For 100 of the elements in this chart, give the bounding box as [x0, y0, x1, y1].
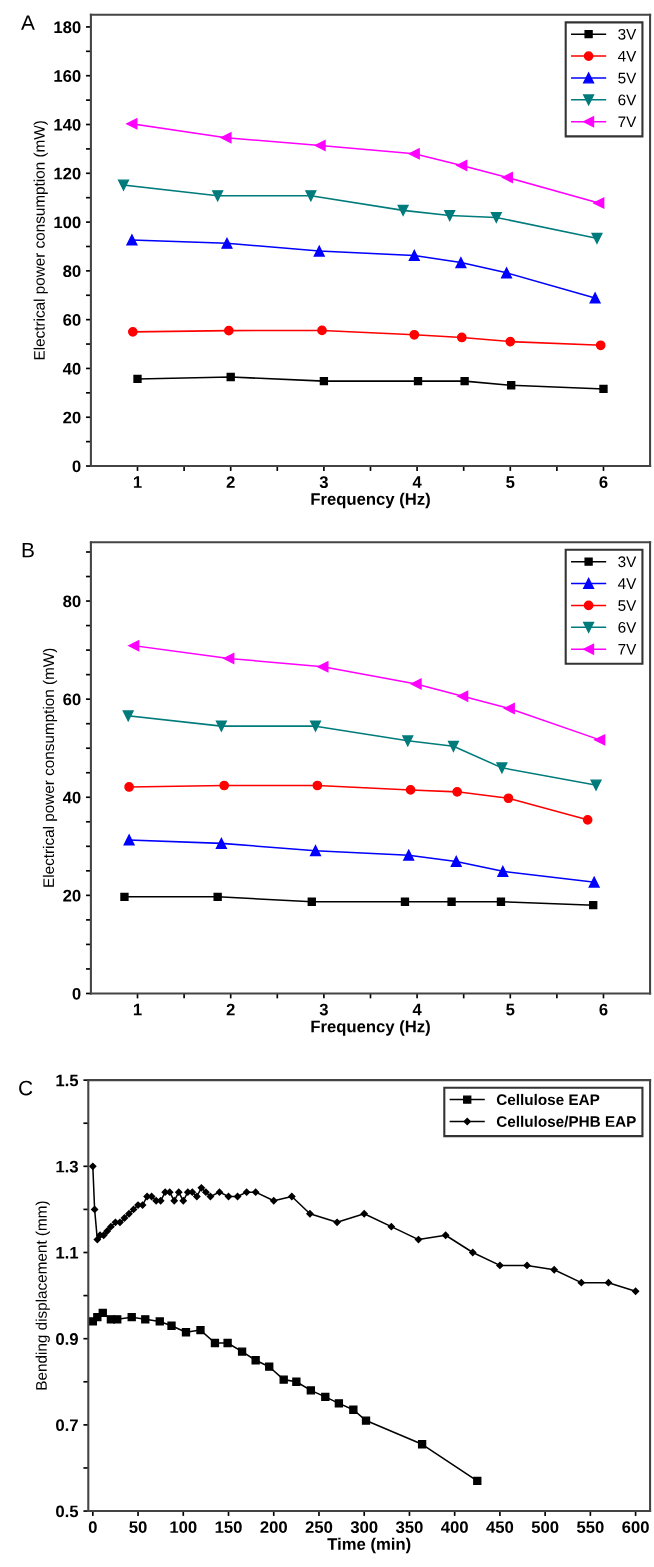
y-tick-label: 80 [63, 595, 81, 608]
point [410, 678, 422, 690]
point [317, 325, 327, 336]
y-tick-label: 100 [54, 216, 81, 229]
x-axis-title: Frequency (Hz) [311, 1020, 430, 1036]
x-tick-label: 550 [576, 1521, 604, 1534]
point [129, 1205, 138, 1214]
point [444, 209, 456, 222]
y-tick-label: 0 [72, 987, 81, 1000]
x-tick-label: 1 [133, 1003, 142, 1016]
point [98, 1308, 107, 1318]
y-tick-label: 120 [54, 167, 81, 180]
point [447, 740, 459, 752]
point [220, 132, 232, 144]
point [126, 118, 138, 130]
x-tick-label: 1 [133, 476, 142, 488]
point [206, 1192, 215, 1201]
y-tick-label: 80 [63, 265, 81, 278]
y-axis-title: Electrical power consumption (mW) [33, 121, 48, 360]
point [450, 855, 462, 868]
point [128, 640, 140, 652]
legend-label: 4V [617, 50, 637, 62]
point [120, 1214, 129, 1222]
y-tick-label: 1.5 [56, 1074, 79, 1087]
point [279, 1375, 288, 1384]
point [321, 1392, 330, 1402]
legend-label: 3V [618, 556, 637, 568]
x-tick-label: 6 [599, 476, 608, 488]
x-tick-label: 2 [226, 476, 235, 488]
point [265, 1362, 274, 1371]
point [306, 1210, 314, 1218]
point [127, 326, 138, 337]
legend-label: Cellulose/PHB EAP [496, 1115, 636, 1128]
point [306, 1386, 316, 1395]
y-tick-label: 60 [63, 314, 81, 326]
x-tick-label: 4 [412, 476, 422, 488]
point [387, 1223, 395, 1231]
point [181, 1328, 191, 1337]
point [223, 325, 234, 336]
point [196, 1325, 205, 1335]
point [210, 1338, 220, 1348]
point [270, 1197, 278, 1205]
point [123, 834, 135, 846]
point [349, 1405, 358, 1414]
point [417, 1440, 427, 1449]
y-tick-label: 0.9 [56, 1333, 78, 1345]
point [469, 1248, 477, 1257]
point [314, 139, 326, 152]
point [408, 148, 420, 160]
point [251, 1356, 260, 1365]
y-tick-label: 0.5 [56, 1505, 79, 1518]
point [441, 1231, 450, 1239]
point [577, 1279, 585, 1287]
point [405, 785, 416, 795]
point [505, 336, 516, 347]
point [397, 204, 409, 216]
y-axis-title: Electrical power consumption (mW) [42, 648, 58, 887]
text: A [21, 15, 35, 30]
point [503, 702, 515, 715]
x-tick-label: 100 [170, 1521, 197, 1534]
point [631, 1287, 640, 1295]
point [141, 1315, 150, 1324]
point [305, 190, 317, 202]
point [593, 197, 605, 209]
y-tick-label: 1.1 [56, 1247, 79, 1259]
point [179, 1197, 187, 1205]
x-axis-title: Frequency (Hz) [311, 492, 430, 509]
y-tick-label: 20 [63, 889, 81, 902]
point [312, 780, 323, 791]
point [447, 897, 456, 906]
text: B [22, 542, 34, 558]
point [252, 1188, 260, 1196]
x-tick-label: 400 [441, 1521, 468, 1534]
point [501, 171, 514, 183]
point [550, 1266, 558, 1274]
y-tick-label: 1.3 [56, 1160, 78, 1173]
point [292, 1377, 301, 1386]
point [125, 1210, 133, 1218]
point [197, 1184, 206, 1192]
y-tick-label: 40 [62, 791, 81, 804]
legend-label: 6V [618, 94, 637, 106]
point [457, 690, 469, 702]
point [117, 179, 130, 191]
x-tick-label: 5 [506, 476, 515, 488]
point [604, 1279, 613, 1287]
point [122, 710, 134, 722]
point [90, 1205, 99, 1214]
y-tick-label: 20 [63, 411, 81, 424]
point [167, 1321, 176, 1330]
y-tick-label: 180 [54, 21, 81, 34]
point [223, 1338, 232, 1348]
point [408, 249, 420, 262]
point [599, 384, 608, 394]
point [319, 376, 329, 386]
point [503, 793, 514, 804]
y-tick-label: 0 [72, 460, 81, 473]
point [93, 1235, 101, 1244]
point [107, 1223, 115, 1231]
x-tick-label: 3 [319, 1003, 328, 1016]
y-axis-title: Bending displacement (mm) [35, 1201, 50, 1390]
